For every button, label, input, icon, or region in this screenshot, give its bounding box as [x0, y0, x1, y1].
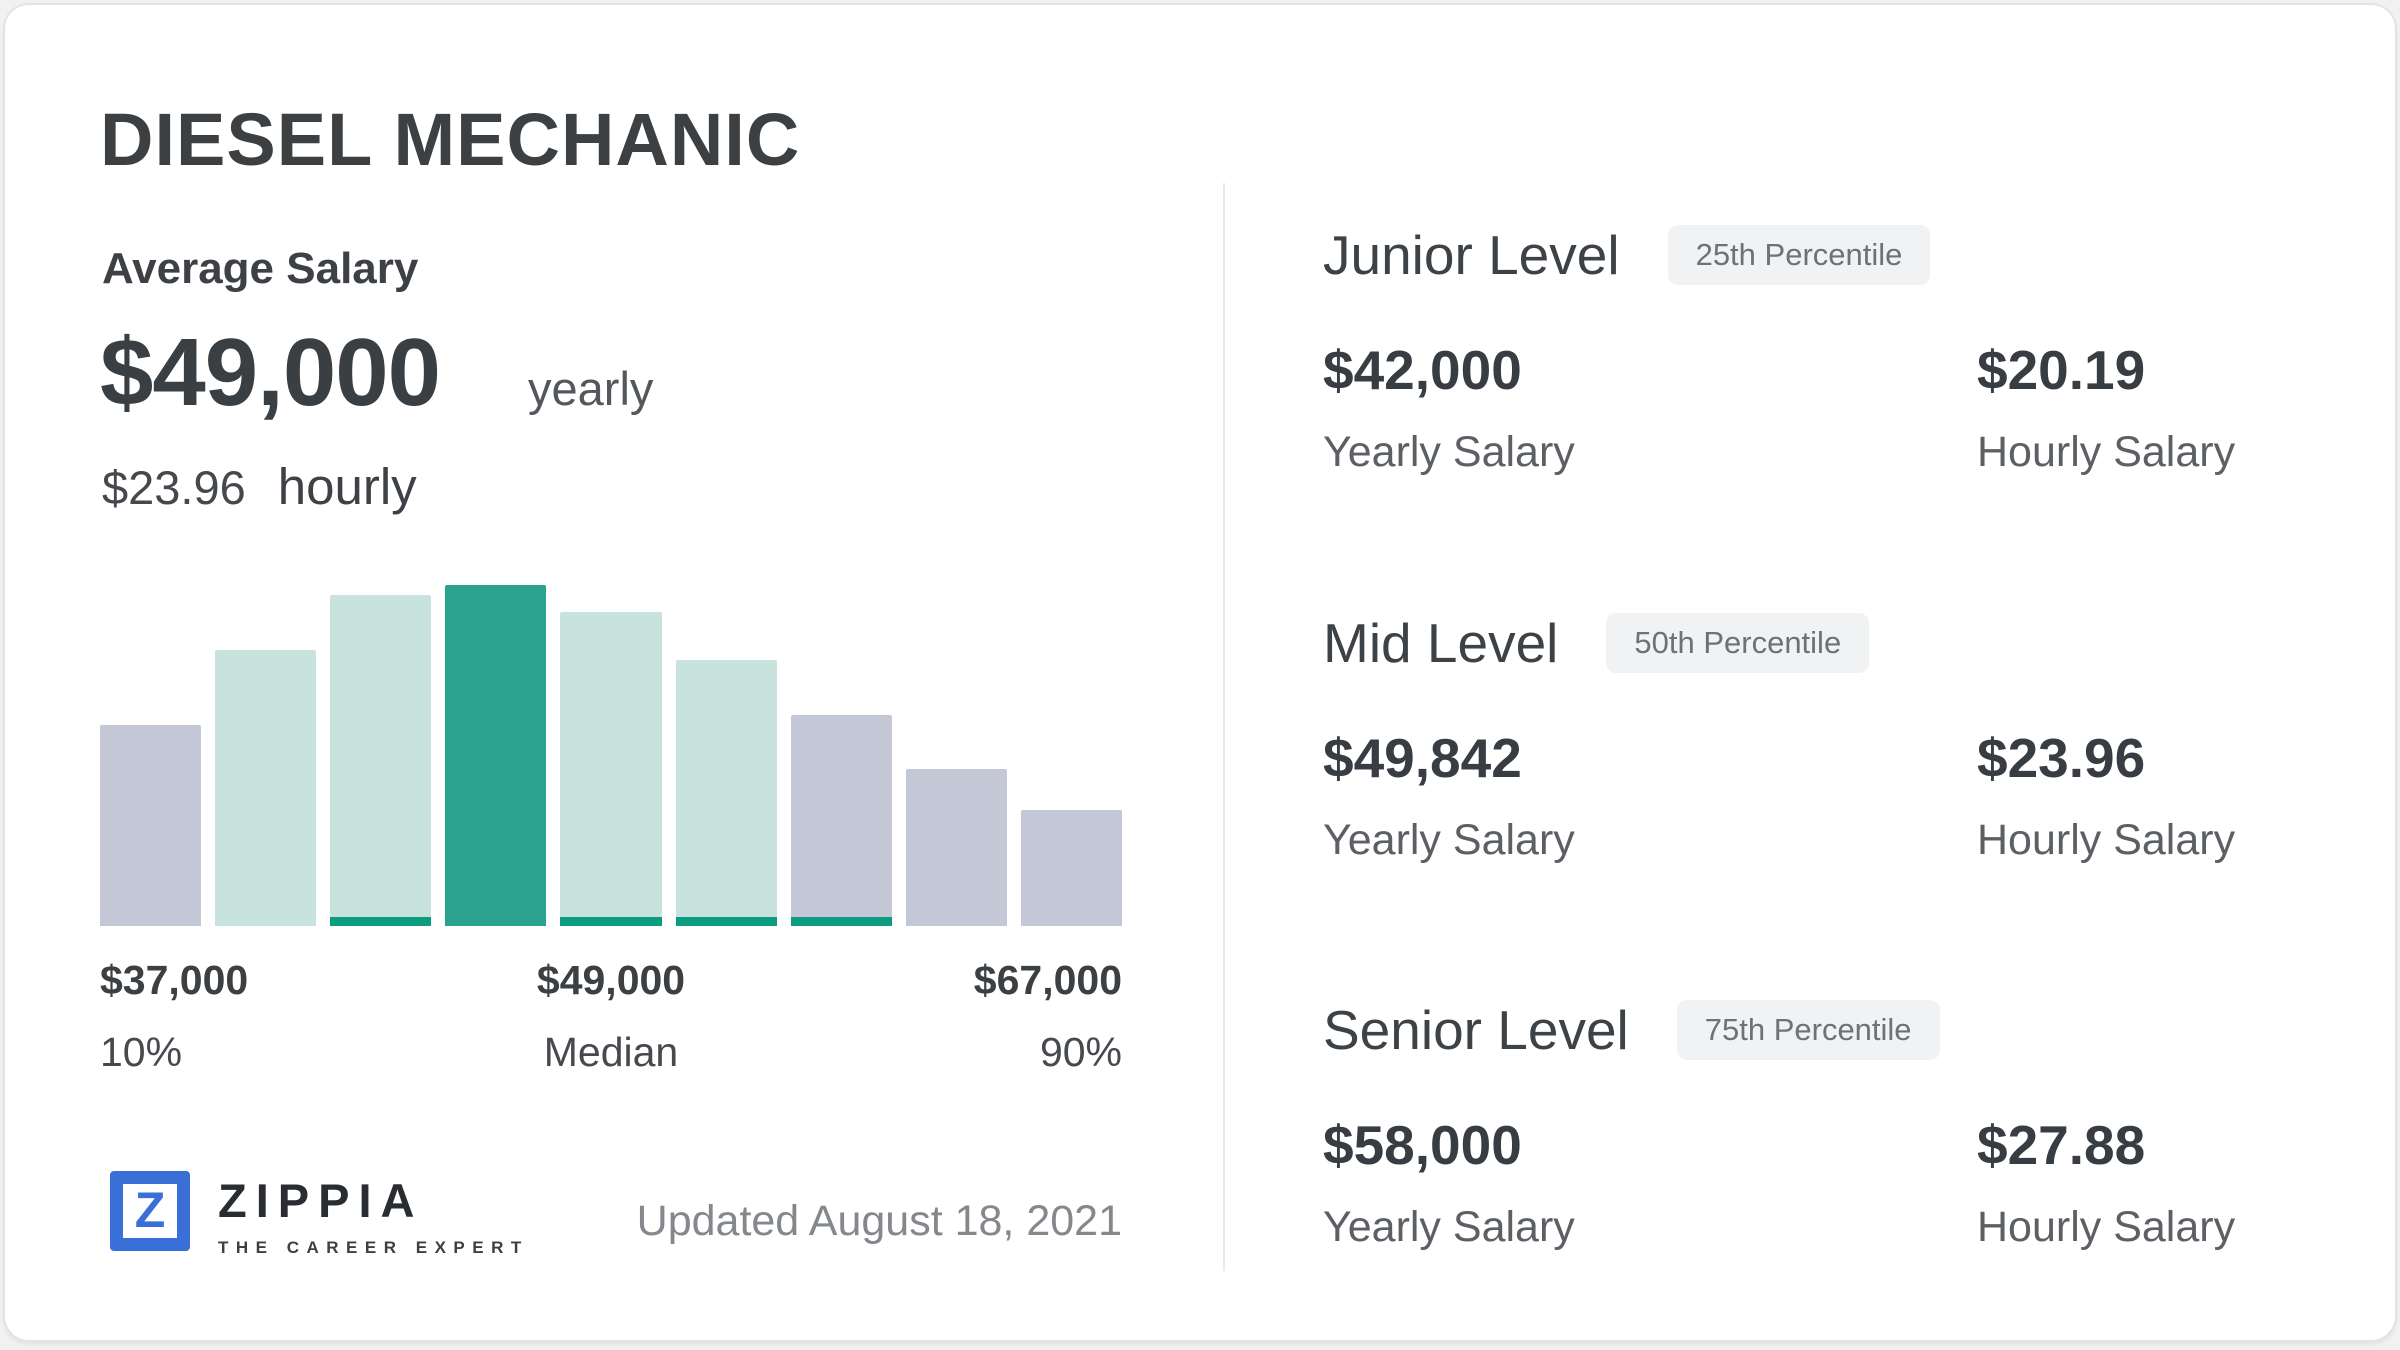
mid-yearly-label: Yearly Salary	[1323, 816, 1575, 864]
mid-yearly-col: $49,842 Yearly Salary	[1323, 727, 1977, 865]
histogram-bar-underline	[330, 917, 432, 926]
mid-level-title: Mid Level	[1323, 612, 1559, 674]
mid-level-header: Mid Level 50th Percentile	[1323, 611, 2323, 675]
junior-yearly-col: $42,000 Yearly Salary	[1323, 339, 1977, 477]
histogram-bar	[215, 649, 317, 926]
hourly-salary-row: $23.96 hourly	[102, 457, 417, 516]
vertical-divider	[1223, 183, 1225, 1271]
junior-hourly-col: $20.19 Hourly Salary	[1977, 339, 2235, 477]
zippia-brand-name: ZIPPIA	[218, 1174, 424, 1227]
mid-level-section: Mid Level 50th Percentile $49,842 Yearly…	[1323, 611, 2323, 865]
junior-yearly-label: Yearly Salary	[1323, 428, 1575, 476]
junior-level-values: $42,000 Yearly Salary $20.19 Hourly Sala…	[1323, 339, 2323, 477]
median-value-label: $49,000	[536, 957, 686, 1003]
histogram-bar-underline	[560, 917, 662, 926]
mid-hourly-col: $23.96 Hourly Salary	[1977, 727, 2235, 865]
histogram-value-labels: $37,000 $49,000 $67,000	[100, 957, 1122, 1004]
hourly-salary-unit: hourly	[277, 458, 417, 515]
mid-hourly-label: Hourly Salary	[1977, 816, 2236, 864]
histogram-bar	[1020, 810, 1122, 926]
senior-level-section: Senior Level 75th Percentile $58,000 Yea…	[1323, 998, 2323, 1252]
yearly-salary-row: $49,000 yearly	[100, 319, 654, 426]
high-percentile-label: 90%	[1039, 1029, 1123, 1075]
updated-date: Updated August 18, 2021	[636, 1197, 1122, 1245]
junior-hourly-value: $20.19	[1977, 339, 2146, 401]
median-label: Median	[543, 1029, 679, 1075]
histogram-bar-underline	[675, 917, 777, 926]
senior-level-header: Senior Level 75th Percentile	[1323, 998, 2323, 1062]
histogram-bar	[330, 595, 432, 926]
histogram-percentile-labels: 10% Median 90%	[100, 1029, 1122, 1076]
histogram-bar	[560, 612, 662, 926]
junior-percentile-badge: 25th Percentile	[1667, 225, 1931, 285]
senior-yearly-col: $58,000 Yearly Salary	[1323, 1114, 1977, 1252]
low-percentile-label: 10%	[100, 1029, 183, 1075]
salary-histogram	[100, 585, 1122, 926]
junior-hourly-label: Hourly Salary	[1977, 428, 2236, 476]
senior-level-title: Senior Level	[1323, 999, 1629, 1061]
zippia-logo[interactable]: Z ZIPPIA THE CAREER EXPERT	[110, 1171, 529, 1258]
junior-level-title: Junior Level	[1323, 224, 1620, 286]
average-salary-label: Average Salary	[102, 244, 419, 293]
senior-hourly-col: $27.88 Hourly Salary	[1977, 1114, 2235, 1252]
junior-level-section: Junior Level 25th Percentile $42,000 Yea…	[1323, 223, 2323, 477]
histogram-bar	[790, 714, 892, 926]
low-value-label: $37,000	[100, 957, 249, 1003]
mid-percentile-badge: 50th Percentile	[1606, 613, 1870, 673]
page-title: DIESEL MECHANIC	[100, 98, 801, 181]
senior-yearly-value: $58,000	[1323, 1114, 1522, 1176]
zippia-logo-text: ZIPPIA THE CAREER EXPERT	[218, 1171, 529, 1258]
yearly-salary-unit: yearly	[528, 362, 654, 415]
histogram-bar	[100, 724, 202, 926]
zippia-logo-letter: Z	[134, 1182, 166, 1238]
zippia-tagline: THE CAREER EXPERT	[218, 1238, 529, 1257]
senior-hourly-value: $27.88	[1977, 1114, 2146, 1176]
histogram-bar	[905, 769, 1007, 926]
junior-yearly-value: $42,000	[1323, 339, 1522, 401]
senior-level-values: $58,000 Yearly Salary $27.88 Hourly Sala…	[1323, 1114, 2323, 1252]
mid-yearly-value: $49,842	[1323, 727, 1522, 789]
mid-hourly-value: $23.96	[1977, 727, 2146, 789]
mid-level-values: $49,842 Yearly Salary $23.96 Hourly Sala…	[1323, 727, 2323, 865]
histogram-bar-underline	[790, 917, 892, 926]
histogram-bar	[675, 660, 777, 926]
hourly-salary-value: $23.96	[102, 461, 246, 514]
salary-card: DIESEL MECHANIC Average Salary $49,000 y…	[3, 3, 2397, 1342]
junior-level-header: Junior Level 25th Percentile	[1323, 223, 2323, 287]
histogram-bar	[445, 585, 547, 926]
senior-percentile-badge: 75th Percentile	[1676, 1000, 1940, 1060]
yearly-salary-value: $49,000	[100, 319, 441, 426]
senior-hourly-label: Hourly Salary	[1977, 1203, 2236, 1251]
senior-yearly-label: Yearly Salary	[1323, 1203, 1575, 1251]
high-value-label: $67,000	[973, 957, 1123, 1003]
zippia-logo-icon: Z	[110, 1171, 190, 1251]
